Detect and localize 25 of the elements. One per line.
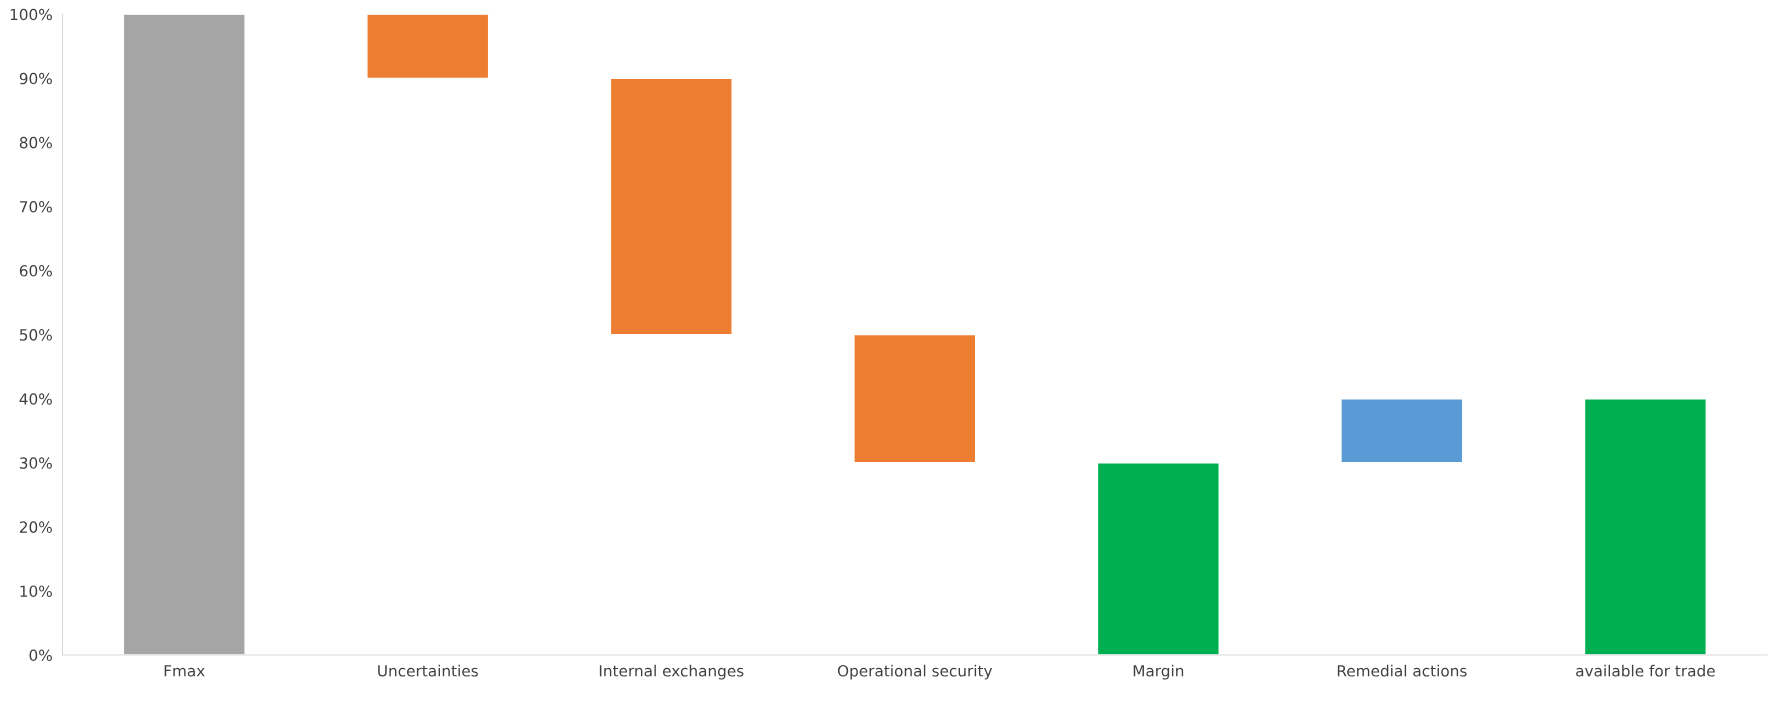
x-tick-label: Remedial actions <box>1337 664 1467 677</box>
x-tick-label: Margin <box>1133 664 1184 680</box>
bar <box>1096 462 1220 656</box>
x-tick-label: Operational security <box>837 664 993 680</box>
bar <box>366 14 490 80</box>
y-tick-label: 70% <box>20 200 52 213</box>
x-tick-label: Internal exchanges <box>599 664 744 680</box>
x-tick-label: Fmax <box>164 665 205 677</box>
y-tick-label: 50% <box>19 329 52 341</box>
bar <box>1340 398 1464 464</box>
y-tick-label: 30% <box>19 457 52 469</box>
y-tick-label: 20% <box>19 521 52 533</box>
x-tick-label: Uncertainties <box>378 664 478 677</box>
y-tick-label: 40% <box>19 393 52 405</box>
y-tick-label: 0% <box>29 649 52 662</box>
y-tick-label: 80% <box>19 136 52 149</box>
y-tick-label: 90% <box>19 72 52 85</box>
y-tick-label: 100% <box>10 8 52 21</box>
bar <box>122 14 246 656</box>
x-tick-label: available for trade <box>1576 664 1715 677</box>
bar <box>609 77 733 336</box>
y-tick-label: 60% <box>19 265 52 277</box>
bar <box>1583 398 1707 656</box>
bar <box>853 333 977 464</box>
y-tick-label: 10% <box>20 585 52 597</box>
